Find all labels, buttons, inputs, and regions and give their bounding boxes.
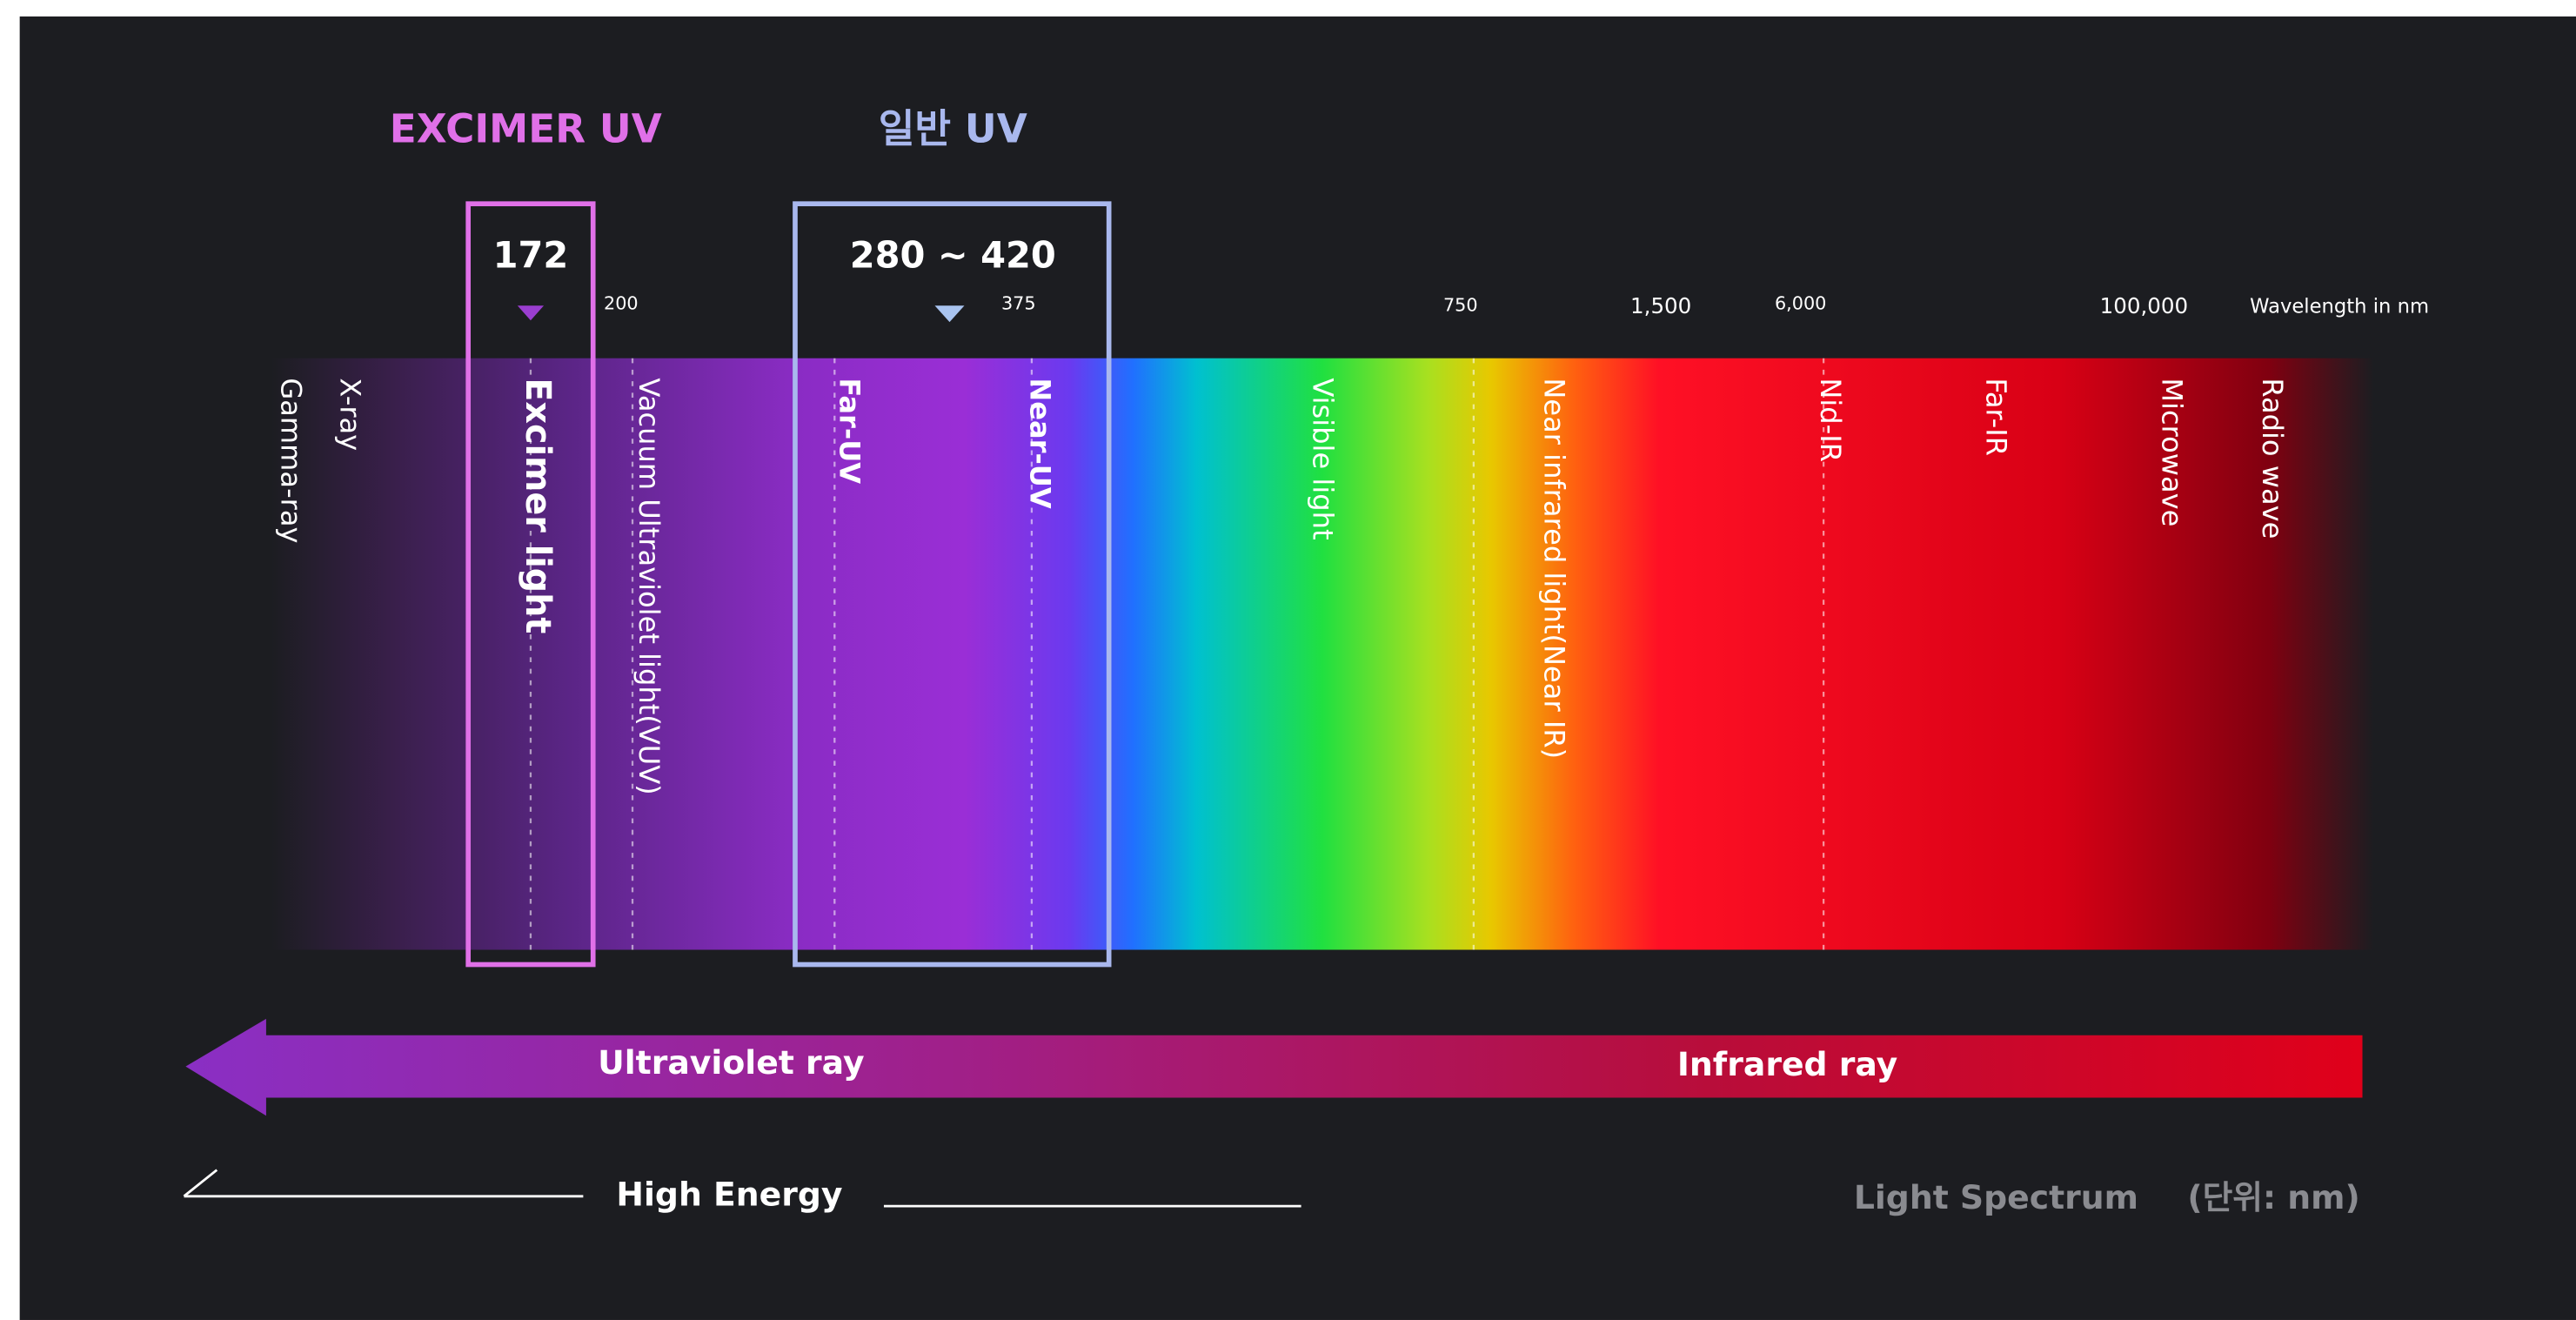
arrow-label: Infrared ray: [1677, 1045, 1897, 1083]
tick: 100,000: [2100, 293, 2188, 318]
excimer-box: [465, 201, 596, 968]
highlight-range: 172: [493, 234, 569, 277]
spectrum: [271, 358, 2374, 950]
highlight-title: EXCIMER UV: [390, 106, 662, 152]
band-label: Radio wave: [2256, 378, 2289, 539]
axis-label: Wavelength in nm: [2250, 296, 2429, 318]
caption: Light Spectrum: [1854, 1178, 2138, 1216]
tick: 6,000: [1775, 292, 1826, 313]
band-label: Near infrared light(Near IR): [1538, 378, 1571, 759]
band-labels: X-ray Gamma-ray Excimer light Vacuum Ult…: [274, 378, 2288, 794]
highlight-range: 280 ~ 420: [850, 234, 1056, 277]
band-label: Nid-IR: [1814, 378, 1847, 462]
marker: [517, 305, 545, 321]
band-label: Microwave: [2156, 378, 2189, 526]
energy-label: High Energy: [616, 1175, 842, 1213]
tick: 1,500: [1630, 293, 1691, 318]
direction-arrow: [185, 1018, 2363, 1116]
tick: 750: [1443, 294, 1478, 315]
tick: 375: [1001, 292, 1036, 313]
highlight-title: 일반 UV: [879, 106, 1027, 152]
band-label: X-ray: [333, 378, 366, 451]
band-label: Gamma-ray: [274, 378, 307, 543]
uv-box: [793, 201, 1112, 968]
marker: [934, 305, 965, 323]
band-label: Visible light: [1306, 378, 1339, 539]
caption-unit: (단위: nm): [2187, 1178, 2359, 1216]
tick: 200: [604, 292, 639, 313]
band-label: Far-UV: [833, 378, 866, 484]
band-label: Far-IR: [1980, 378, 2013, 456]
band-label: Near-UV: [1023, 378, 1056, 508]
energy-lines: [183, 1169, 1301, 1208]
band-label: Vacuum Ultraviolet light(VUV): [632, 378, 666, 794]
band-label: Excimer light: [518, 378, 558, 633]
arrow-label: Ultraviolet ray: [598, 1043, 864, 1082]
